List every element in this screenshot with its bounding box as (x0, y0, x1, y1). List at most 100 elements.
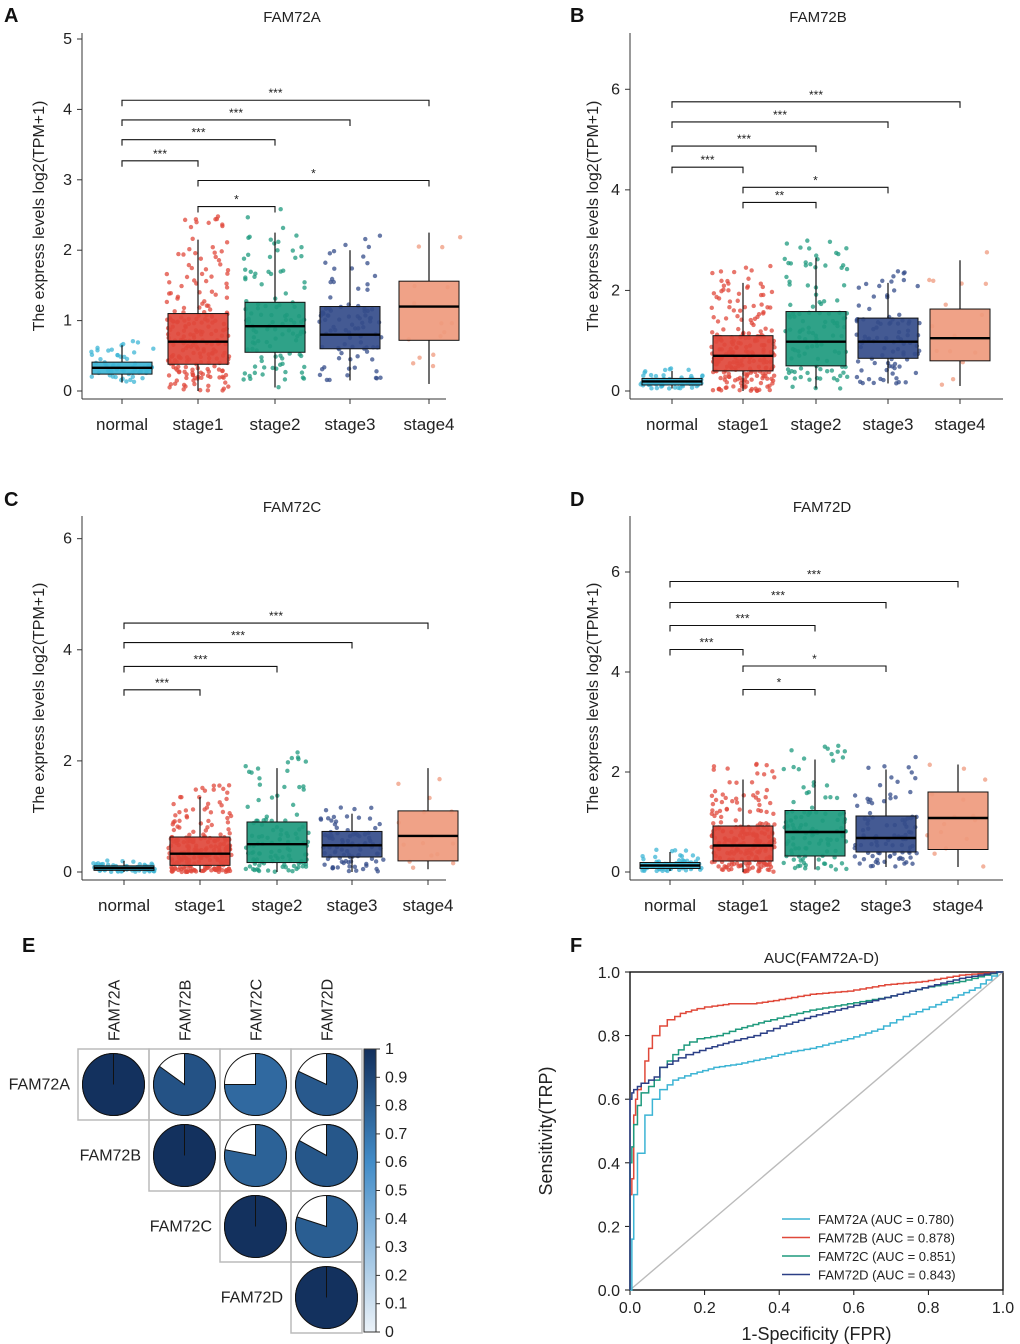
bracket-line (742, 201, 817, 209)
data-point (736, 291, 742, 296)
data-point (895, 269, 901, 274)
data-point (265, 868, 271, 873)
data-point (224, 285, 230, 290)
data-point (654, 868, 659, 874)
bracket-line (671, 121, 889, 128)
y-tick-label: 0.0 (598, 1283, 620, 1300)
correlation-cell (148, 1048, 221, 1121)
data-point (209, 289, 215, 294)
data-point (322, 365, 327, 370)
data-point (202, 807, 207, 812)
data-point (746, 276, 751, 281)
data-point (844, 266, 850, 272)
data-point (871, 380, 876, 386)
significance-bracket: *** (671, 153, 744, 174)
data-point (183, 364, 189, 370)
data-point (759, 302, 764, 307)
data-point (873, 859, 879, 865)
data-point (225, 815, 230, 821)
significance-bracket: *** (671, 132, 817, 153)
bracket-line (671, 166, 744, 174)
data-point (823, 263, 828, 268)
data-point (339, 859, 345, 865)
panel-letter-f: F (570, 935, 582, 957)
data-point (906, 765, 911, 770)
data-point (861, 856, 867, 862)
data-point (738, 380, 744, 386)
category-label: stage3 (326, 896, 377, 915)
panel-letter-a: A (4, 5, 18, 27)
data-point (722, 377, 727, 382)
data-point (361, 254, 366, 259)
data-point (732, 378, 738, 383)
data-point (257, 776, 262, 781)
data-point (837, 386, 843, 391)
data-point (758, 292, 764, 298)
data-point (331, 814, 337, 820)
panel-letter-c: C (4, 489, 18, 511)
data-point (741, 793, 747, 798)
data-point (816, 857, 821, 862)
y-tick-label: 6 (63, 531, 72, 548)
data-point (867, 306, 872, 312)
correlation-panel-e: FAM72A FAM72B FAM72C FAM72D FAM72A FAM72B FAM7… (9, 979, 408, 1341)
data-point (767, 800, 773, 806)
data-point (223, 372, 229, 378)
data-point (790, 384, 795, 390)
bracket-line (669, 624, 816, 632)
data-point (259, 358, 264, 364)
significance-label: * (311, 167, 316, 181)
data-point (164, 271, 170, 277)
data-point (857, 861, 862, 866)
data-point (212, 363, 217, 369)
box-stage1 (166, 783, 234, 875)
scale-tick-label: 1 (385, 1041, 394, 1058)
data-point (815, 866, 821, 871)
data-point (684, 858, 690, 863)
data-point (220, 222, 225, 227)
data-point (741, 383, 747, 388)
data-point (301, 376, 307, 381)
data-point (757, 387, 762, 393)
data-point (840, 263, 846, 268)
data-point (783, 375, 789, 381)
data-point (223, 380, 228, 385)
data-point (250, 866, 256, 872)
data-point (750, 865, 755, 870)
data-point (796, 767, 802, 772)
data-point (183, 808, 189, 813)
data-point (839, 861, 845, 866)
box-body (855, 815, 917, 853)
data-point (726, 371, 731, 377)
significance-label: ** (775, 188, 785, 202)
data-point (245, 215, 251, 220)
category-label: stage2 (790, 415, 841, 434)
data-point (166, 373, 172, 378)
data-point (718, 814, 724, 820)
data-point (227, 868, 233, 874)
data-point (805, 370, 810, 376)
column-label: FAM72C (249, 979, 266, 1041)
data-point (831, 376, 837, 381)
data-point (833, 867, 839, 872)
data-point (828, 794, 833, 800)
data-point (177, 810, 182, 815)
data-point (282, 784, 287, 790)
data-point (272, 241, 277, 246)
bracket-line (123, 665, 278, 673)
data-point (758, 380, 764, 386)
data-point (641, 856, 646, 862)
data-point (268, 237, 273, 242)
data-point (737, 308, 743, 313)
data-point (895, 779, 900, 784)
data-point (106, 348, 111, 353)
significance-label: *** (773, 108, 787, 122)
data-point (437, 776, 442, 782)
bracket-line (742, 186, 889, 194)
data-point (902, 861, 907, 866)
box-body (398, 280, 460, 341)
data-point (122, 354, 127, 360)
data-point (295, 750, 300, 755)
category-label: stage3 (862, 415, 913, 434)
